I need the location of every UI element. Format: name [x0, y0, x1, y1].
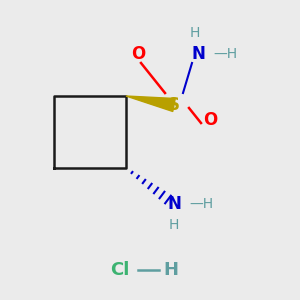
Text: H: H [169, 218, 179, 232]
Text: O: O [131, 45, 145, 63]
Text: Cl: Cl [110, 261, 130, 279]
Text: S: S [168, 96, 180, 114]
Text: N: N [167, 195, 181, 213]
Polygon shape [126, 96, 175, 112]
Text: O: O [203, 111, 217, 129]
Text: H: H [164, 261, 178, 279]
Text: H: H [190, 26, 200, 40]
Text: —H: —H [213, 47, 237, 61]
Text: N: N [191, 45, 205, 63]
Text: —H: —H [189, 197, 213, 211]
